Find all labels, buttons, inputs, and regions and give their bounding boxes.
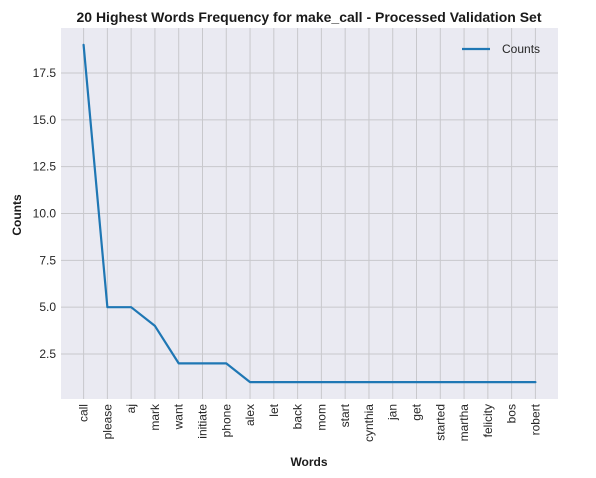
- x-axis-label: Words: [290, 455, 327, 469]
- x-tick-label: initiate: [195, 404, 209, 439]
- x-tick-label: martha: [457, 404, 471, 442]
- y-tick-labels: 2.5 5.0 7.5 10.0 12.5 15.0 17.5: [33, 66, 57, 361]
- y-tick-label: 15.0: [33, 113, 57, 127]
- x-tick-label: aj: [124, 404, 138, 413]
- x-tick-label: let: [267, 403, 281, 416]
- x-tick-labels: call please aj mark want initiate phone alex let…: [77, 403, 543, 442]
- x-tick-label: want: [172, 403, 186, 430]
- y-axis-label: Counts: [10, 194, 24, 236]
- y-tick-label: 2.5: [39, 347, 56, 361]
- x-tick-label: mark: [148, 403, 162, 431]
- x-tick-label: cynthia: [362, 404, 376, 442]
- y-tick-label: 17.5: [33, 66, 57, 80]
- x-tick-label: back: [291, 403, 305, 429]
- series-group: [82, 43, 537, 384]
- y-tick-label: 5.0: [39, 300, 56, 314]
- grid: [61, 28, 558, 399]
- x-tick-label: please: [100, 404, 114, 440]
- legend-label: Counts: [502, 42, 540, 56]
- y-tick-label: 7.5: [39, 253, 56, 267]
- x-tick-label: robert: [528, 403, 542, 435]
- x-tick-label: alex: [243, 404, 257, 426]
- legend: Counts: [462, 42, 540, 56]
- x-tick-label: felicity: [481, 404, 495, 437]
- x-tick-label: get: [410, 403, 424, 420]
- x-tick-label: bos: [505, 404, 519, 423]
- y-tick-label: 12.5: [33, 160, 57, 174]
- x-tick-label: call: [77, 404, 91, 422]
- x-tick-label: started: [433, 404, 447, 441]
- x-tick-label: jan: [386, 404, 400, 421]
- series-line-counts: [82, 43, 537, 384]
- x-tick-label: mom: [314, 404, 328, 431]
- chart-title: 20 Highest Words Frequency for make_call…: [76, 9, 541, 25]
- x-tick-label: start: [338, 403, 352, 427]
- x-tick-label: phone: [219, 404, 233, 438]
- y-tick-label: 10.0: [33, 207, 57, 221]
